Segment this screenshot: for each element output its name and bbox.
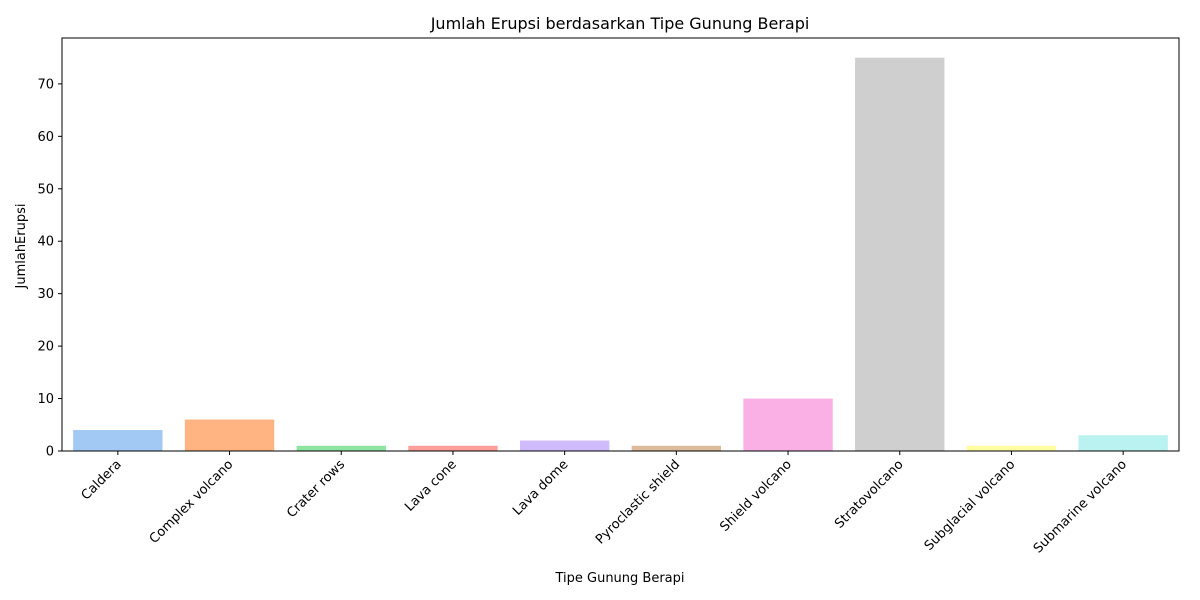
bar-complex-volcano [184, 419, 275, 451]
bar-shield-volcano [743, 398, 833, 451]
x-tick-label: Stratovolcano [832, 457, 906, 531]
y-tick-label: 20 [37, 340, 54, 355]
y-axis-label: JumlahErupsi [14, 204, 29, 290]
y-tick-label: 70 [37, 77, 54, 92]
chart-title: Jumlah Erupsi berdasarkan Tipe Gunung Be… [430, 14, 810, 33]
x-tick-label: Shield volcano [717, 457, 795, 535]
bar-crater-rows [296, 445, 386, 451]
x-tick-label: Lava dome [510, 457, 571, 518]
y-tick-label: 0 [46, 445, 54, 460]
x-axis: Caldera Complex volcano Crater rows Lava co… [79, 451, 1130, 556]
bars-group [73, 57, 1168, 452]
x-tick-label: Submarine volcano [1031, 457, 1130, 556]
x-tick-label: Lava cone [402, 457, 460, 515]
y-tick-label: 10 [37, 392, 54, 407]
y-tick-label: 50 [37, 182, 54, 197]
x-tick-label: Pyroclastic shield [593, 457, 683, 547]
bar-subglacial-volcano [966, 445, 1057, 451]
bar-stratovolcano [855, 57, 945, 452]
bar-lava-dome [519, 440, 610, 451]
x-tick-label: Complex volcano [147, 457, 237, 547]
x-tick-label: Subglacial volcano [922, 457, 1019, 554]
bar-caldera [73, 430, 163, 451]
y-tick-label: 60 [37, 130, 54, 145]
y-tick-label: 30 [37, 287, 54, 302]
y-axis: 0 10 20 30 40 50 60 70 [37, 77, 62, 460]
plot-frame [61, 37, 1180, 452]
x-tick-label: Caldera [79, 457, 125, 503]
bar-lava-cone [408, 445, 498, 451]
bar-pyroclastic-shield [631, 445, 722, 451]
y-tick-label: 40 [37, 235, 54, 250]
bar-submarine-volcano [1078, 435, 1168, 451]
x-tick-label: Crater rows [284, 457, 348, 521]
x-axis-label: Tipe Gunung Berapi [554, 571, 684, 586]
